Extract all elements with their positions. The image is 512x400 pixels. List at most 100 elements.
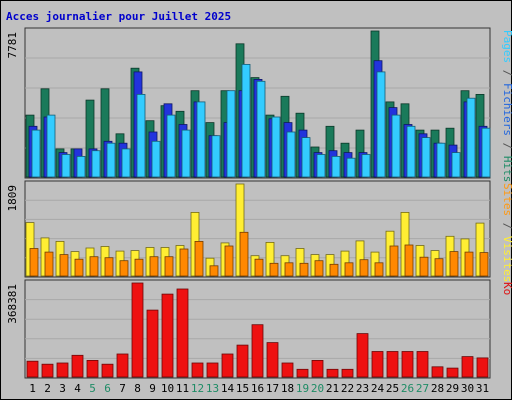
x-tick-label: 17 xyxy=(266,382,279,395)
bar-sites-5 xyxy=(89,256,99,277)
x-tick-label: 4 xyxy=(74,382,81,395)
bar-pages-12 xyxy=(196,101,206,178)
bar-ko-19 xyxy=(296,368,309,378)
bar-sites-24 xyxy=(374,262,384,277)
series-sites xyxy=(29,231,489,277)
y-max-label-top: 7781 xyxy=(6,32,19,59)
x-tick-label: 31 xyxy=(476,382,489,395)
bar-pages-31 xyxy=(481,127,491,178)
legend-top: Pages / Fichiers / Hits xyxy=(501,30,512,182)
bar-sites-31 xyxy=(479,252,489,277)
legend-item: Fichiers xyxy=(501,83,512,136)
x-tick-label: 6 xyxy=(104,382,111,395)
legend-item: Hits xyxy=(501,156,512,183)
bar-sites-30 xyxy=(464,251,474,277)
bar-pages-10 xyxy=(166,114,176,178)
legend-item: Pages xyxy=(501,30,512,63)
bar-ko-15 xyxy=(236,344,249,378)
bar-sites-6 xyxy=(104,257,114,277)
y-max-label-middle: 1809 xyxy=(6,185,19,212)
legend-item: / xyxy=(501,63,512,83)
bar-pages-27 xyxy=(421,137,431,178)
bar-ko-20 xyxy=(311,359,324,378)
bar-pages-2 xyxy=(46,114,56,178)
legend-item: Ko xyxy=(501,282,512,295)
x-tick-label: 9 xyxy=(149,382,156,395)
bar-ko-16 xyxy=(251,324,264,378)
x-tick-label: 2 xyxy=(44,382,51,395)
bar-sites-2 xyxy=(44,251,54,277)
bar-pages-29 xyxy=(451,152,461,178)
bar-sites-15 xyxy=(239,231,249,277)
bar-pages-7 xyxy=(121,148,131,178)
bar-sites-14 xyxy=(224,245,234,277)
bar-pages-19 xyxy=(301,137,311,178)
panel-bottom: 368381 Ko xyxy=(6,279,512,379)
bar-sites-1 xyxy=(29,248,39,277)
bar-ko-17 xyxy=(266,342,279,378)
bar-pages-14 xyxy=(226,90,236,178)
bar-ko-12 xyxy=(191,362,204,378)
bar-sites-4 xyxy=(74,258,84,277)
legend-item: Visites xyxy=(501,236,512,282)
bar-pages-22 xyxy=(346,157,356,178)
bar-ko-31 xyxy=(476,357,489,378)
bar-pages-13 xyxy=(211,135,221,178)
bar-ko-7 xyxy=(116,353,129,378)
legend-item: / xyxy=(501,136,512,156)
bar-pages-15 xyxy=(241,64,251,178)
x-tick-label: 18 xyxy=(281,382,294,395)
bar-ko-27 xyxy=(416,351,429,378)
bar-pages-23 xyxy=(361,154,371,178)
bar-ko-22 xyxy=(341,368,354,378)
bar-ko-24 xyxy=(371,351,384,378)
legend-item: Sites xyxy=(501,183,512,216)
x-tick-label: 29 xyxy=(446,382,459,395)
legend-bottom: Ko xyxy=(501,282,512,295)
x-tick-label: 30 xyxy=(461,382,474,395)
legend-middle: Sites / Visites xyxy=(501,183,512,282)
x-tick-label: 16 xyxy=(251,382,264,395)
x-tick-label: 21 xyxy=(326,382,339,395)
bar-sites-23 xyxy=(359,259,369,277)
bar-pages-5 xyxy=(91,150,101,178)
bar-ko-29 xyxy=(446,367,459,378)
bar-sites-17 xyxy=(269,262,279,277)
x-tick-label: 26 xyxy=(401,382,414,395)
x-tick-label: 24 xyxy=(371,382,385,395)
bar-pages-3 xyxy=(61,154,71,178)
bar-ko-28 xyxy=(431,366,444,378)
x-tick-label: 11 xyxy=(176,382,189,395)
bar-pages-1 xyxy=(31,129,41,178)
bar-pages-8 xyxy=(136,94,146,178)
bar-ko-21 xyxy=(326,368,339,378)
y-max-label-bottom: 368381 xyxy=(6,284,19,324)
bar-pages-25 xyxy=(391,114,401,178)
x-tick-label: 10 xyxy=(161,382,174,395)
bar-ko-26 xyxy=(401,351,414,378)
panel-middle: 1809 Sites / Visites xyxy=(6,180,512,282)
x-tick-label: 3 xyxy=(59,382,66,395)
bar-pages-30 xyxy=(466,97,476,178)
bar-sites-10 xyxy=(164,256,174,277)
bar-pages-18 xyxy=(286,131,296,178)
x-tick-label: 1 xyxy=(29,382,36,395)
bar-ko-23 xyxy=(356,333,369,378)
bar-ko-11 xyxy=(176,288,189,378)
bar-pages-6 xyxy=(106,142,116,178)
bar-pages-24 xyxy=(376,71,386,178)
bar-sites-25 xyxy=(389,245,399,277)
x-tick-label: 20 xyxy=(311,382,324,395)
bar-ko-6 xyxy=(101,363,114,378)
bar-sites-13 xyxy=(209,265,219,277)
x-tick-label: 13 xyxy=(206,382,219,395)
bar-sites-19 xyxy=(299,262,309,277)
x-tick-label: 19 xyxy=(296,382,309,395)
chart-title: Acces journalier pour Juillet 2025 xyxy=(6,10,231,23)
bar-ko-9 xyxy=(146,309,159,378)
bar-ko-13 xyxy=(206,362,219,378)
chart-panels: 7781 Pages / Fichiers / Hits 1809 Sites / V… xyxy=(6,27,512,379)
bar-sites-21 xyxy=(329,263,339,277)
x-tick-label: 15 xyxy=(236,382,249,395)
